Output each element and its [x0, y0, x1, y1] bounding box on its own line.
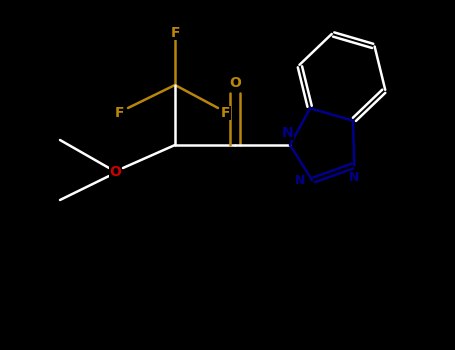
Text: O: O	[109, 165, 121, 179]
Text: O: O	[229, 76, 241, 90]
Text: N: N	[282, 126, 294, 140]
Text: F: F	[115, 106, 125, 120]
Text: F: F	[170, 26, 180, 40]
Text: N: N	[295, 174, 305, 187]
Text: F: F	[221, 106, 231, 120]
Text: N: N	[349, 171, 359, 184]
